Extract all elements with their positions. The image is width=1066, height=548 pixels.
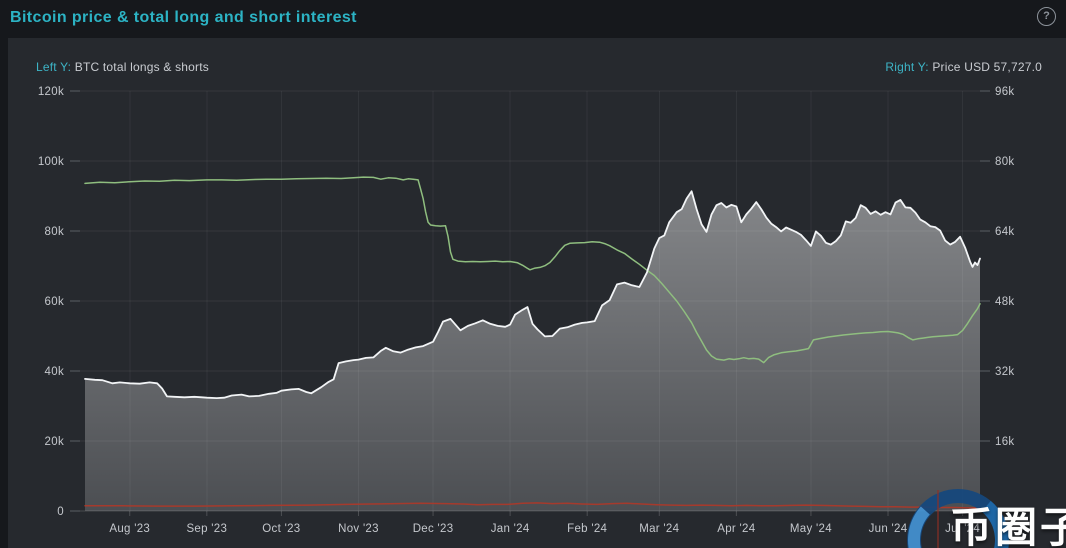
svg-text:100k: 100k (38, 156, 64, 168)
svg-text:Oct '23: Oct '23 (262, 523, 300, 535)
svg-text:Mar '24: Mar '24 (639, 523, 679, 535)
right-axis-key: Right Y: (885, 60, 929, 74)
svg-text:Aug '23: Aug '23 (109, 523, 150, 535)
svg-text:80k: 80k (45, 226, 64, 238)
svg-text:32k: 32k (995, 366, 1014, 378)
svg-text:Sep '23: Sep '23 (186, 523, 227, 535)
help-icon[interactable]: ? (1037, 7, 1056, 26)
svg-text:0: 0 (57, 506, 64, 518)
svg-text:60k: 60k (45, 296, 64, 308)
svg-text:16k: 16k (995, 436, 1014, 448)
price-longs-shorts-chart[interactable]: 0 20k 40k 60k 80k 100k 120k 16k 32k 48k 64k 80k 96k A… (8, 38, 1066, 548)
svg-text:May '24: May '24 (790, 523, 832, 535)
svg-text:40k: 40k (45, 366, 64, 378)
svg-text:64k: 64k (995, 226, 1014, 238)
left-axis-key: Left Y: (36, 60, 72, 74)
svg-text:Nov '23: Nov '23 (338, 523, 379, 535)
svg-text:Jul '24: Jul '24 (945, 523, 980, 535)
svg-text:20k: 20k (45, 436, 64, 448)
chart-panel: Left Y: BTC total longs & shorts Right Y… (8, 38, 1066, 548)
right-axis-value: Price USD 57,727.0 (932, 60, 1042, 74)
svg-text:Apr '24: Apr '24 (717, 523, 755, 535)
left-axis-legend: Left Y: BTC total longs & shorts (36, 60, 209, 74)
right-axis-legend: Right Y: Price USD 57,727.0 (885, 60, 1042, 74)
page-title: Bitcoin price & total long and short int… (10, 9, 357, 26)
svg-text:80k: 80k (995, 156, 1014, 168)
watermark-logo-text: 币圈子 (950, 504, 1066, 548)
svg-text:Jun '24: Jun '24 (869, 523, 908, 535)
left-axis-text: BTC total longs & shorts (74, 60, 209, 74)
svg-text:48k: 48k (995, 296, 1014, 308)
svg-text:Jan '24: Jan '24 (491, 523, 530, 535)
watermark-ring (907, 489, 1009, 548)
svg-text:Dec '23: Dec '23 (413, 523, 454, 535)
svg-text:120k: 120k (38, 86, 64, 98)
title-bar: Bitcoin price & total long and short int… (0, 0, 1066, 38)
svg-text:96k: 96k (995, 86, 1014, 98)
svg-text:Feb '24: Feb '24 (567, 523, 607, 535)
chart-plot-area[interactable]: 0 20k 40k 60k 80k 100k 120k 16k 32k 48k 64k 80k 96k A… (8, 38, 1066, 548)
